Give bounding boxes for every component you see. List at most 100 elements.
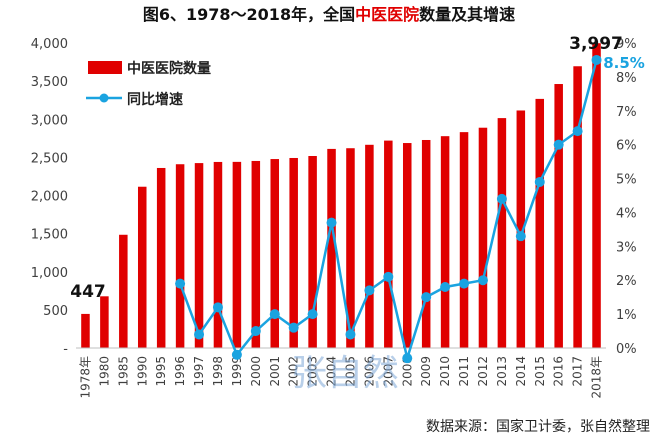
x-tick-label: 2002 — [287, 356, 301, 387]
x-tick-label: 2007 — [381, 356, 395, 387]
x-tick-label: 1998 — [211, 356, 225, 387]
bar — [119, 234, 128, 348]
title-part-3: 数量及其增速 — [419, 5, 515, 24]
bar — [346, 148, 355, 348]
rate-point — [175, 278, 186, 289]
bar — [535, 98, 545, 348]
y-left-tick-label: 500 — [43, 304, 68, 319]
x-tick-label: 2015 — [533, 356, 547, 387]
x-tick-label: 1996 — [173, 356, 187, 387]
x-tick-label: 2006 — [362, 356, 376, 387]
x-tick-label: 2018年 — [590, 356, 604, 399]
x-tick-label: 2003 — [306, 356, 320, 387]
y-left-tick-label: 1,000 — [31, 266, 68, 281]
bar — [137, 186, 147, 348]
y-right-tick-label: 8% — [616, 71, 637, 86]
y-right-tick-label: 4% — [616, 206, 637, 221]
x-tick-label: 2013 — [495, 356, 509, 387]
bar — [478, 127, 488, 349]
bar — [497, 118, 507, 348]
y-right-tick-label: 9% — [616, 37, 637, 52]
x-tick-label: 2016 — [552, 356, 566, 387]
bar — [516, 110, 526, 348]
legend-line-marker — [99, 93, 109, 103]
title-part-1: 图6、1978～2018年，全国 — [143, 5, 355, 24]
legend-bar-swatch — [88, 61, 122, 74]
legend-line-label: 同比增速 — [127, 91, 183, 108]
rate-point — [212, 302, 223, 313]
rate-point — [459, 278, 470, 289]
x-axis: 1978年 1980 1985 1990 1995 1996 1997 1998 1999 200… — [76, 347, 606, 399]
bar — [251, 160, 261, 348]
bar — [573, 66, 582, 348]
x-tick-label: 2017 — [571, 356, 585, 387]
y-right-tick-label: 0% — [616, 342, 637, 357]
bar — [384, 140, 393, 348]
bar — [440, 136, 450, 348]
y-right-axis: 0% 1% 2% 3% 4% 5% 6% 7% 8% 9% — [616, 37, 637, 357]
rate-point — [402, 353, 413, 364]
bar — [289, 157, 298, 348]
rate-point — [496, 193, 507, 204]
rate-point — [591, 54, 602, 65]
rate-point — [250, 326, 261, 337]
rate-point — [364, 285, 375, 296]
y-right-tick-label: 2% — [616, 274, 637, 289]
annotation-first-bar: 447 — [70, 282, 106, 302]
bar — [270, 159, 280, 348]
rate-point — [307, 309, 318, 320]
annotation-last-rate: 8.5% — [603, 54, 645, 72]
x-tick-label: 1999 — [230, 356, 244, 387]
rate-point — [515, 231, 526, 242]
x-tick-label: 2005 — [343, 356, 357, 387]
rate-point — [572, 126, 583, 137]
bar — [327, 148, 336, 348]
x-tick-label: 1995 — [154, 356, 168, 387]
x-tick-label: 2001 — [268, 356, 282, 387]
annotation-last-bar: 3,997 — [569, 34, 623, 54]
rate-point — [269, 309, 280, 320]
bar — [175, 164, 185, 348]
x-tick-label: 2011 — [457, 356, 471, 387]
rate-point — [231, 349, 242, 360]
x-tick-label: 2010 — [438, 356, 452, 387]
title-part-2: 中医医院 — [355, 5, 419, 24]
bar — [459, 132, 469, 348]
y-right-tick-label: 6% — [616, 139, 637, 154]
y-left-tick-label: 4,000 — [31, 37, 68, 52]
legend-bar-label: 中医医院数量 — [127, 60, 211, 77]
bars-group — [81, 43, 601, 349]
y-right-tick-label: 5% — [616, 173, 637, 188]
x-tick-label: 2000 — [249, 356, 263, 387]
x-tick-label: 1990 — [135, 356, 149, 387]
bar — [213, 161, 223, 348]
bar — [402, 143, 412, 348]
x-tick-label: 1980 — [97, 356, 111, 387]
x-tick-label: 2004 — [325, 356, 339, 387]
y-left-tick-label: 2,500 — [31, 151, 68, 166]
x-tick-label: 2009 — [419, 356, 433, 387]
rate-point — [326, 217, 337, 228]
rate-point — [534, 176, 545, 187]
bar — [194, 163, 204, 348]
y-left-tick-label: 3,500 — [31, 75, 68, 90]
x-tick-label: 2008 — [400, 356, 414, 387]
bar — [554, 84, 563, 349]
rate-point — [421, 292, 432, 303]
rate-point — [553, 139, 564, 150]
x-tick-label: 2014 — [514, 356, 528, 387]
bar — [365, 144, 374, 348]
rate-point — [440, 282, 451, 292]
rate-line-group — [175, 54, 602, 364]
x-tick-label: 1978年 — [78, 356, 92, 399]
y-left-tick-label: 3,000 — [31, 113, 68, 128]
y-left-tick-label: 1,500 — [31, 228, 68, 243]
bar — [592, 43, 601, 348]
y-left-tick-label: - — [63, 342, 68, 357]
bar — [156, 167, 166, 348]
bar — [308, 156, 317, 348]
x-tick-label: 1997 — [192, 356, 206, 387]
rate-point — [477, 275, 488, 286]
